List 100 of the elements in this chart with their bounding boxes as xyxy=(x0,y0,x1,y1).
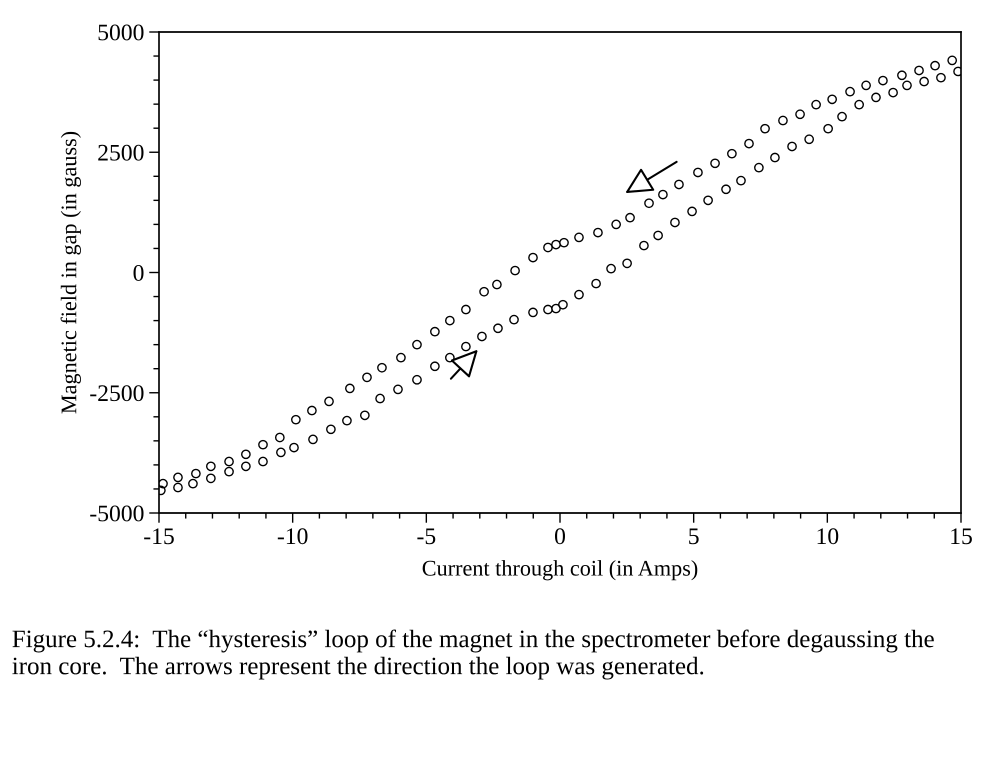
y-tick-label: -2500 xyxy=(90,385,144,402)
point xyxy=(362,372,372,382)
point xyxy=(902,80,912,90)
point xyxy=(593,228,603,238)
point xyxy=(727,148,737,159)
point xyxy=(823,124,833,134)
point xyxy=(274,432,285,442)
point xyxy=(760,124,770,134)
point xyxy=(430,326,440,337)
point xyxy=(173,482,183,492)
point xyxy=(611,220,621,230)
point xyxy=(412,374,422,385)
point xyxy=(914,66,924,76)
point xyxy=(721,184,731,194)
x-tick-label: 15 xyxy=(951,528,972,544)
point xyxy=(342,416,352,426)
point xyxy=(804,134,814,144)
point xyxy=(510,266,520,276)
point xyxy=(444,316,455,326)
point xyxy=(670,218,680,228)
caption: Figure 5.2.4: The “hysteresis” loop of the magnet in the spectrometer before degaussing the iron core. The arrows represent the direction the loop was generated. xyxy=(12,629,934,680)
point xyxy=(412,340,422,350)
y-tick-label: -5000 xyxy=(90,505,144,522)
x-tick-label: -15 xyxy=(144,528,174,544)
x-axis-title: Current through coil (in Amps) xyxy=(422,560,698,580)
point xyxy=(324,396,334,406)
point xyxy=(919,76,929,86)
point xyxy=(289,442,299,452)
point xyxy=(703,195,713,206)
point xyxy=(492,280,502,290)
point xyxy=(188,478,198,489)
point xyxy=(744,138,754,148)
point xyxy=(558,300,568,310)
point xyxy=(787,142,797,152)
point xyxy=(396,352,406,362)
point xyxy=(606,264,616,274)
point xyxy=(461,342,471,352)
point xyxy=(308,434,318,444)
point xyxy=(574,290,584,300)
point xyxy=(639,240,649,250)
point xyxy=(936,72,946,83)
point xyxy=(479,286,489,297)
point xyxy=(543,242,553,252)
point xyxy=(878,76,888,86)
point xyxy=(477,332,487,342)
point xyxy=(241,461,251,472)
point xyxy=(461,304,471,314)
point xyxy=(291,414,301,425)
point xyxy=(854,100,864,110)
point xyxy=(736,176,746,186)
point xyxy=(551,240,561,250)
point xyxy=(837,112,847,122)
point xyxy=(827,94,838,104)
point xyxy=(947,56,958,66)
point xyxy=(644,198,654,208)
point xyxy=(224,456,234,466)
point xyxy=(528,308,538,318)
point xyxy=(326,424,336,434)
point xyxy=(276,448,286,458)
point xyxy=(778,116,788,126)
point xyxy=(754,162,764,173)
point xyxy=(674,180,684,190)
point xyxy=(574,232,584,242)
point xyxy=(871,92,881,102)
point xyxy=(888,88,898,98)
x-tick-label: 10 xyxy=(818,528,838,544)
point xyxy=(658,190,668,200)
point xyxy=(345,384,355,394)
point xyxy=(224,466,234,476)
point xyxy=(393,384,403,394)
point xyxy=(509,314,519,324)
point xyxy=(625,212,635,223)
point xyxy=(493,323,503,334)
point xyxy=(360,410,370,420)
point xyxy=(653,230,663,240)
x-tick-label: -10 xyxy=(278,528,308,544)
point xyxy=(591,278,601,288)
x-tick-label: 5 xyxy=(689,528,699,544)
point xyxy=(687,206,697,216)
point xyxy=(241,449,251,460)
point xyxy=(307,406,317,416)
point xyxy=(191,468,201,478)
point xyxy=(375,394,385,404)
point xyxy=(770,152,780,162)
point xyxy=(444,352,455,362)
x-tick-label: -5 xyxy=(417,528,436,544)
y-tick-label: 0 xyxy=(134,264,144,281)
point xyxy=(795,109,805,120)
point xyxy=(622,258,632,268)
point xyxy=(159,478,168,489)
point xyxy=(258,440,268,450)
point xyxy=(811,100,821,110)
y-tick-label: 2500 xyxy=(98,144,144,161)
point xyxy=(897,70,907,80)
point xyxy=(845,86,855,97)
point xyxy=(559,238,569,248)
point xyxy=(206,461,216,472)
point xyxy=(543,304,553,314)
point xyxy=(551,304,561,314)
point xyxy=(930,60,940,71)
